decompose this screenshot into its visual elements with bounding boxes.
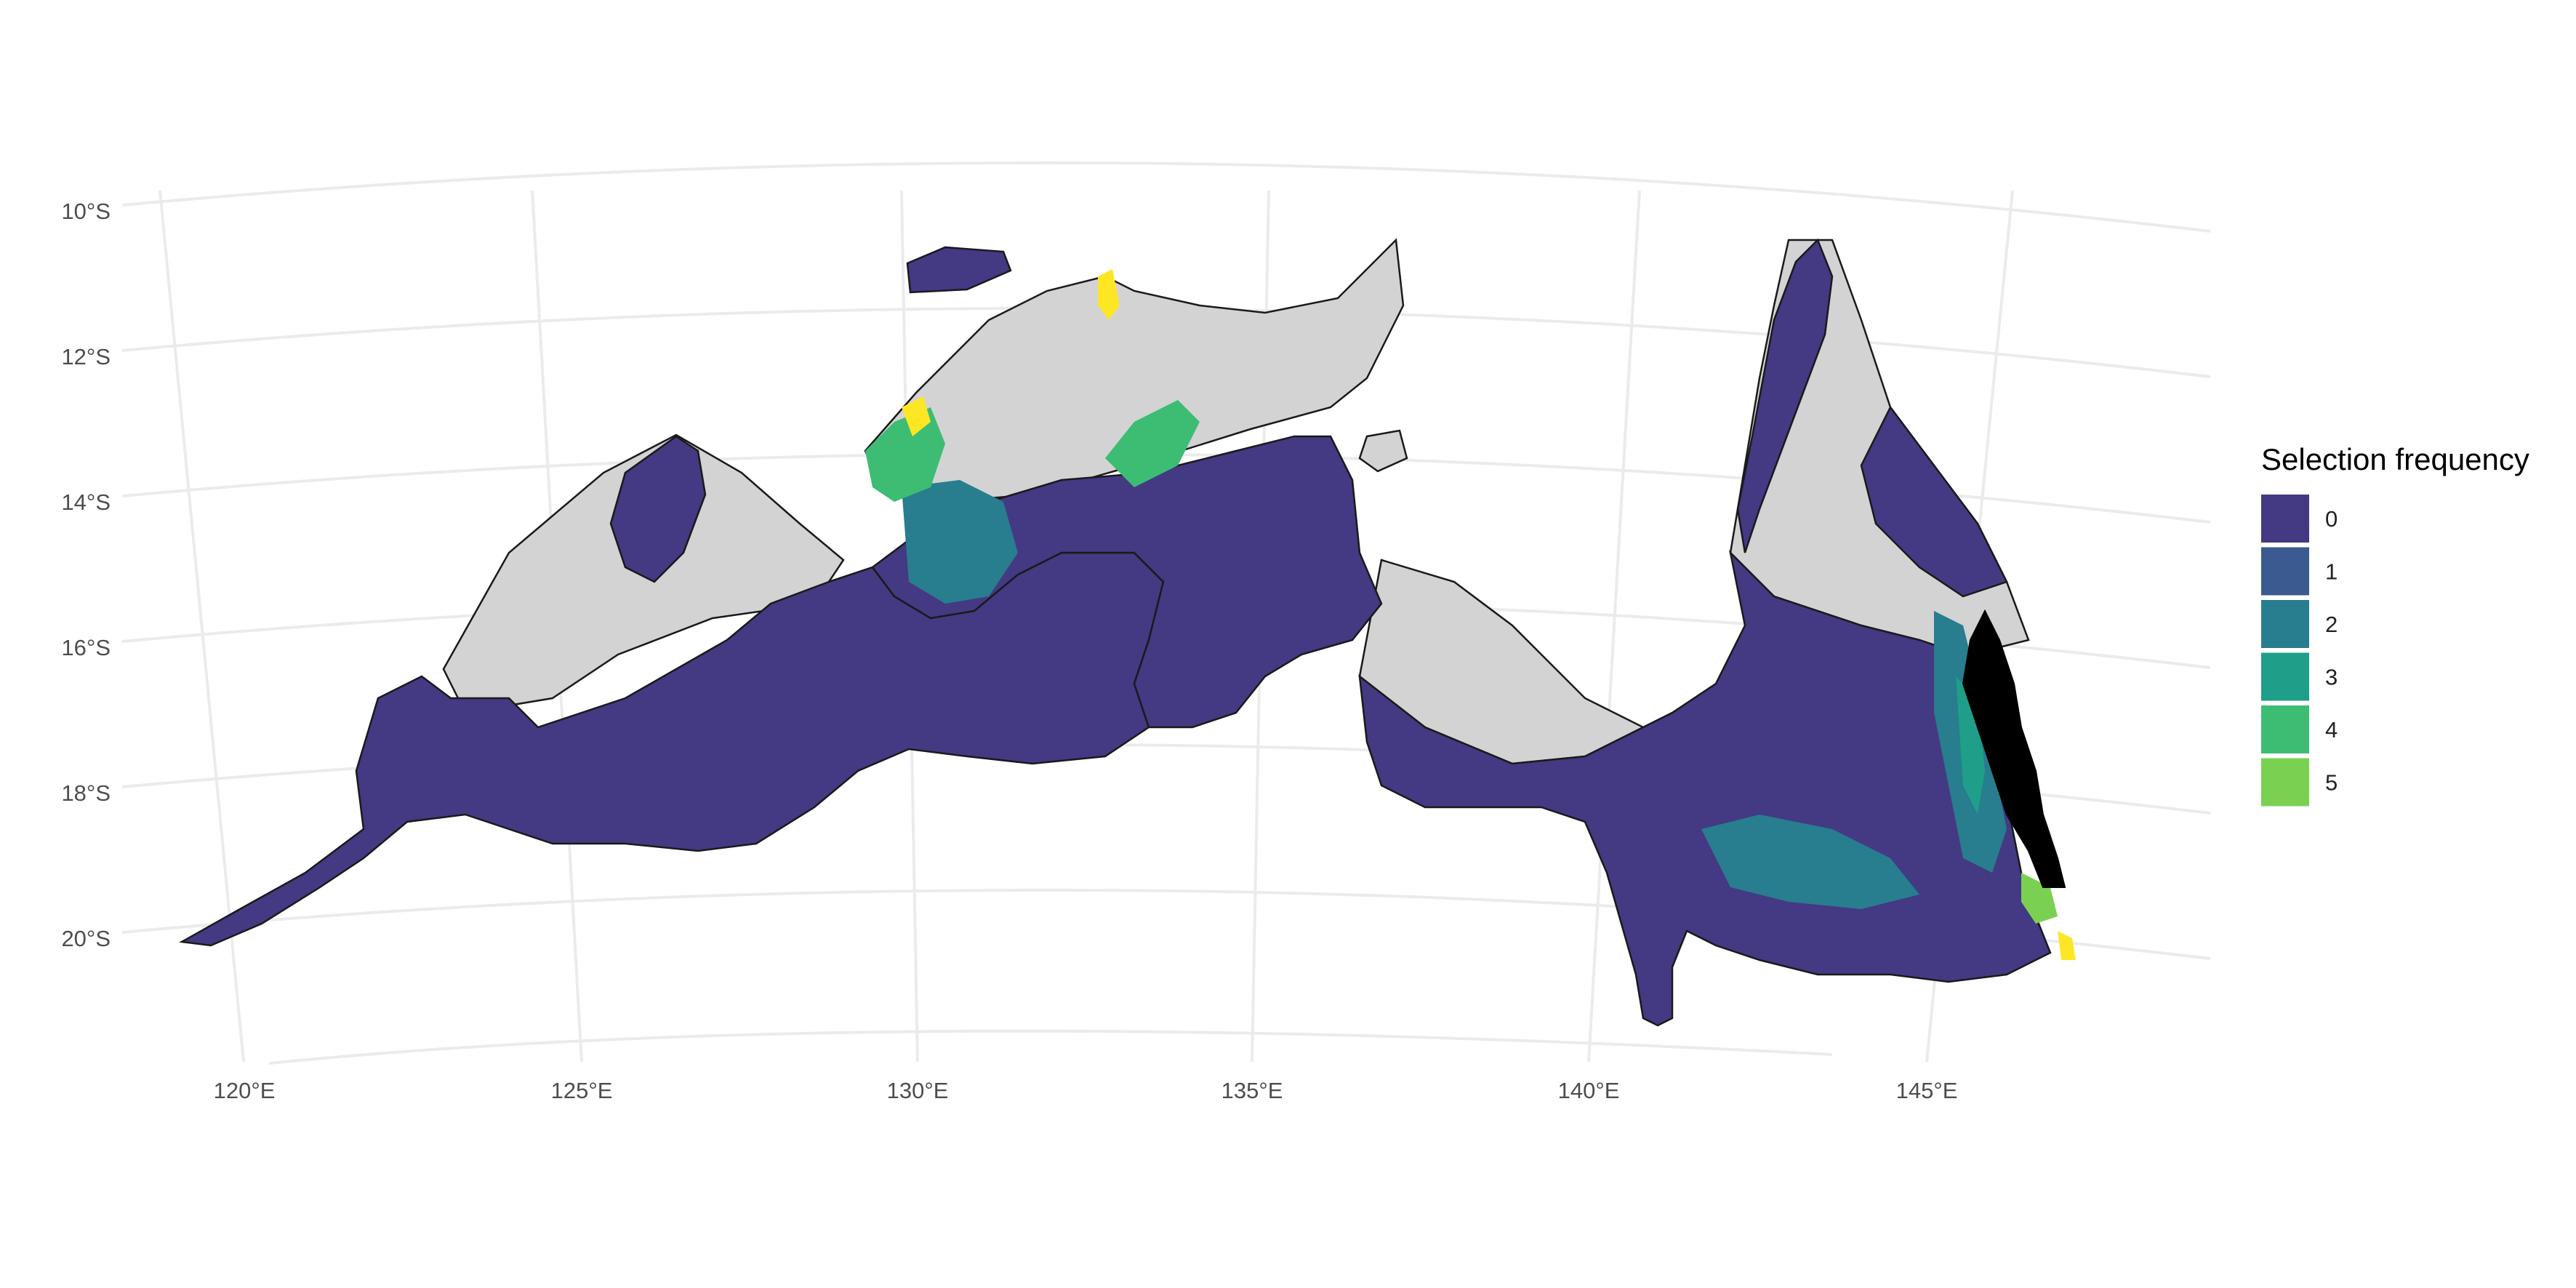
lon-tick-label: 145°E xyxy=(1896,1078,1958,1103)
legend-swatch xyxy=(2261,495,2309,543)
cells-frequency-4-arnhem xyxy=(1105,400,1200,487)
legend-swatch xyxy=(2261,547,2309,596)
land-groote-eylandt xyxy=(1358,429,1408,473)
legend-swatch xyxy=(2261,705,2309,753)
cells-top-highlight-south xyxy=(2058,931,2076,960)
cells-gulf-of-carpentaria xyxy=(1358,550,2052,1027)
cells-frequency-2-timor xyxy=(902,480,1018,604)
legend: Selection frequency 0 1 2 3 4 5 xyxy=(2261,442,2529,807)
legend-label: 1 xyxy=(2325,559,2338,585)
cells-tiwi xyxy=(906,246,1012,294)
parallel-22s xyxy=(268,1029,1833,1065)
excluded-area xyxy=(1962,609,2066,888)
legend-label: 4 xyxy=(2325,717,2338,743)
selection-frequency-cells xyxy=(179,238,2076,1027)
lon-tick-label: 140°E xyxy=(1558,1078,1620,1103)
legend-swatch xyxy=(2261,600,2309,648)
legend-items: 0 1 2 3 4 5 xyxy=(2261,495,2338,807)
cells-kimberley-coast xyxy=(609,435,707,583)
lon-tick-label: 135°E xyxy=(1221,1078,1283,1103)
lat-tick-label: 18°S xyxy=(61,780,111,806)
legend-swatch xyxy=(2261,758,2309,807)
cells-cape-york-west xyxy=(1736,238,1834,553)
lon-tick-label: 130°E xyxy=(887,1078,949,1103)
lon-tick-label: 120°E xyxy=(214,1078,276,1103)
legend-swatch xyxy=(2261,652,2309,701)
cells-frequency-4-timor xyxy=(865,407,945,502)
legend-label: 5 xyxy=(2325,770,2338,796)
meridian-140e xyxy=(1587,190,1641,1063)
cells-top-highlight-north xyxy=(1098,269,1120,320)
legend-label: 2 xyxy=(2325,612,2338,637)
longitude-axis: 120°E 125°E 130°E 135°E 140°E 145°E xyxy=(214,1078,1958,1103)
cells-frequency-5-south-reef xyxy=(2021,873,2058,924)
parallel-10s xyxy=(121,161,2211,233)
lat-tick-label: 16°S xyxy=(61,635,111,660)
lat-tick-label: 10°S xyxy=(61,199,111,224)
cells-cape-york-east xyxy=(1860,405,2008,598)
lon-tick-label: 125°E xyxy=(551,1078,613,1103)
legend-label: 3 xyxy=(2325,665,2338,690)
cells-top-highlight-west xyxy=(902,396,931,436)
legend-label: 0 xyxy=(2325,506,2338,532)
latitude-axis: 10°S 12°S 14°S 16°S 18°S 20°S xyxy=(61,199,111,951)
lat-tick-label: 20°S xyxy=(61,926,111,951)
lat-tick-label: 14°S xyxy=(61,489,111,515)
cells-frequency-2-gulf xyxy=(1701,815,1919,909)
legend-title: Selection frequency xyxy=(2261,442,2529,476)
lat-tick-label: 12°S xyxy=(61,344,111,369)
